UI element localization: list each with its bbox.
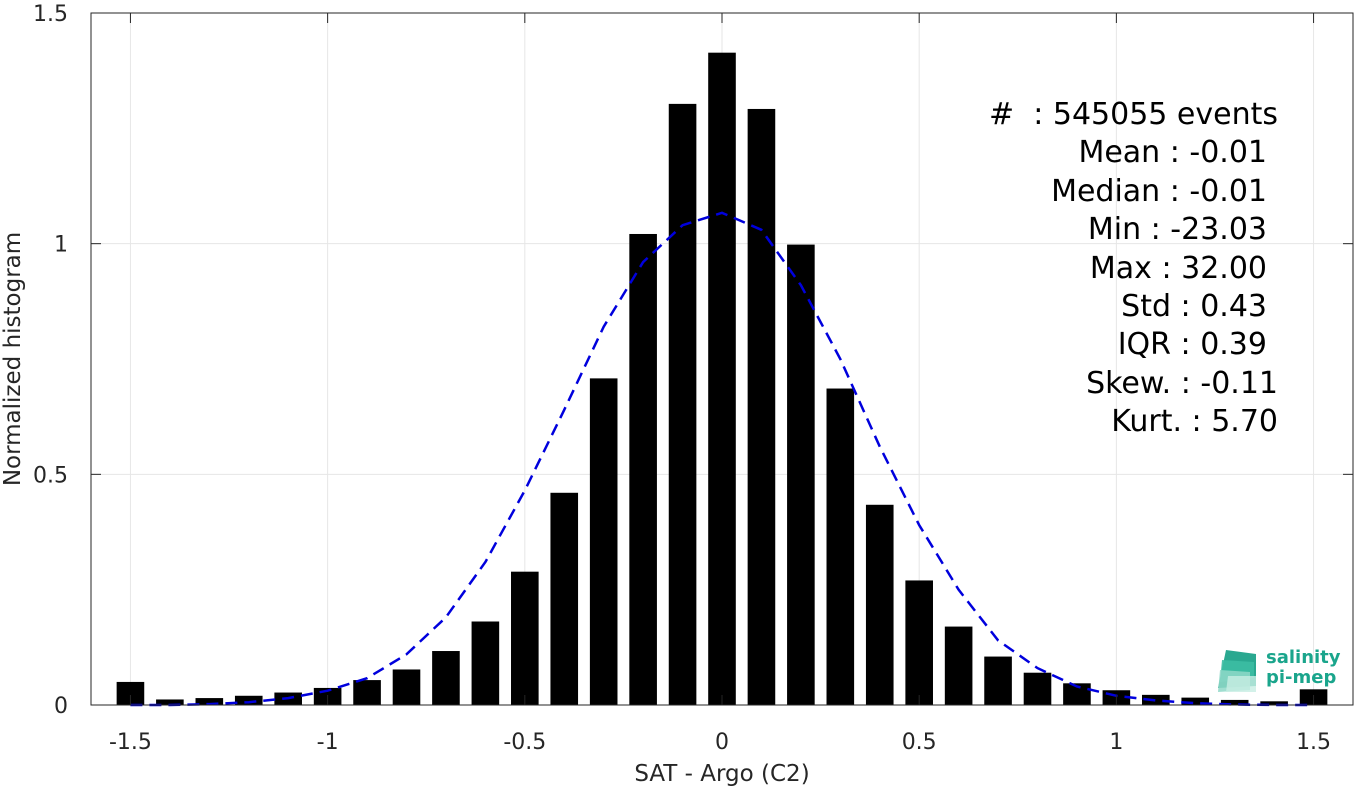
- logo-line-2: pi-mep: [1266, 667, 1337, 688]
- x-tick-label: -1: [317, 730, 339, 755]
- histogram-bar: [1220, 699, 1249, 705]
- histogram-bar: [550, 492, 579, 705]
- y-axis-label: Normalized histogram: [0, 232, 26, 486]
- logo-line-1: salinity: [1266, 647, 1341, 668]
- histogram-bar: [1023, 672, 1052, 705]
- histogram-bar: [865, 504, 894, 705]
- histogram-bar: [747, 108, 776, 705]
- y-tick-labels: 0 0.5 1 1.5: [33, 2, 68, 719]
- waves-icon: [1218, 650, 1256, 692]
- x-tick-label: 0: [715, 730, 729, 755]
- histogram-bar: [905, 580, 933, 705]
- x-tick-label: -0.5: [503, 730, 546, 755]
- histogram-bar: [787, 244, 815, 705]
- histogram-bar: [944, 626, 973, 705]
- histogram-bar: [826, 388, 855, 705]
- x-tick-label: -1.5: [109, 730, 152, 755]
- stat-max: Max : 32.00: [1089, 250, 1267, 286]
- logo-text: salinity pi-mep: [1266, 648, 1341, 688]
- histogram-bar: [708, 52, 736, 705]
- statistics-annotation: # : 545055 events Mean : -0.01 Median : …: [989, 96, 1278, 442]
- histogram-bar: [353, 680, 381, 705]
- histogram-bar: [234, 695, 263, 705]
- stat-skew: Skew. : -0.11: [1086, 365, 1278, 401]
- salinity-pimep-logo: salinity pi-mep: [1216, 646, 1346, 694]
- y-tick-label: 0.5: [33, 463, 68, 488]
- axis-ticks: [91, 12, 1353, 706]
- histogram-bar: [1142, 694, 1170, 705]
- histogram-bar: [392, 669, 421, 705]
- histogram-bar: [629, 233, 657, 705]
- histogram-bar: [195, 698, 224, 705]
- stat-median: Median : -0.01: [1051, 173, 1267, 209]
- histogram-bar: [511, 571, 539, 705]
- stat-min: Min : -23.03: [1087, 212, 1267, 248]
- histogram-bar: [668, 103, 697, 705]
- stat-kurt: Kurt. : 5.70: [1111, 404, 1278, 440]
- histogram-bar: [1181, 697, 1210, 705]
- stat-mean: Mean : -0.01: [1078, 135, 1267, 171]
- y-tick-label: 0: [54, 694, 68, 719]
- y-tick-label: 1: [54, 233, 68, 258]
- histogram-bar: [1260, 701, 1288, 705]
- histogram-bar: [432, 651, 460, 705]
- histogram-bar: [116, 681, 145, 705]
- histogram-bar: [1063, 683, 1091, 705]
- histogram-bar: [156, 699, 184, 705]
- histogram-bars: [116, 52, 1328, 705]
- histogram-bar: [984, 656, 1012, 705]
- histogram-bar: [589, 378, 618, 705]
- x-tick-label: 0.5: [902, 730, 937, 755]
- stat-events: # : 545055 events: [989, 97, 1278, 132]
- x-tick-label: 1: [1109, 730, 1123, 755]
- x-tick-labels: -1.5 -1 -0.5 0 0.5 1 1.5: [109, 730, 1331, 755]
- stat-iqr: IQR : 0.39: [1117, 327, 1267, 363]
- y-tick-label: 1.5: [33, 2, 68, 27]
- histogram-bar: [471, 621, 500, 705]
- x-tick-label: 1.5: [1296, 730, 1331, 755]
- stat-std: Std : 0.43: [1121, 289, 1267, 325]
- x-axis-label: SAT - Argo (C2): [634, 761, 809, 787]
